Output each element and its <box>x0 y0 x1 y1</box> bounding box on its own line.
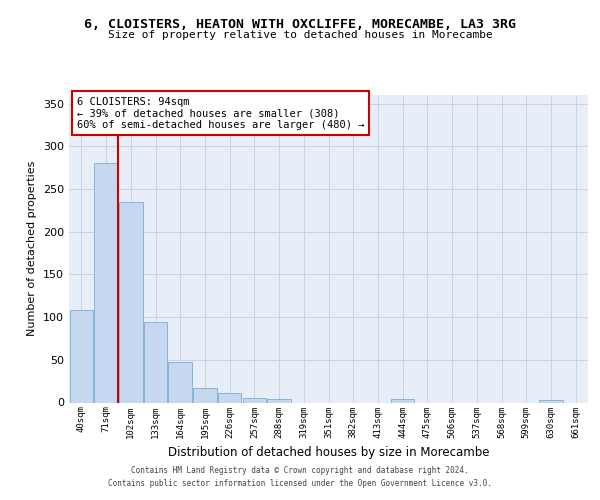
Text: Contains HM Land Registry data © Crown copyright and database right 2024.
Contai: Contains HM Land Registry data © Crown c… <box>108 466 492 487</box>
Bar <box>539 400 563 402</box>
Bar <box>391 399 415 402</box>
Bar <box>218 393 241 402</box>
Bar <box>119 202 143 402</box>
Bar <box>94 164 118 402</box>
Text: Size of property relative to detached houses in Morecambe: Size of property relative to detached ho… <box>107 30 493 40</box>
Y-axis label: Number of detached properties: Number of detached properties <box>28 161 37 336</box>
Bar <box>193 388 217 402</box>
Text: 6 CLOISTERS: 94sqm
← 39% of detached houses are smaller (308)
60% of semi-detach: 6 CLOISTERS: 94sqm ← 39% of detached hou… <box>77 96 364 130</box>
Bar <box>144 322 167 402</box>
Bar <box>70 310 93 402</box>
Text: 6, CLOISTERS, HEATON WITH OXCLIFFE, MORECAMBE, LA3 3RG: 6, CLOISTERS, HEATON WITH OXCLIFFE, MORE… <box>84 18 516 30</box>
X-axis label: Distribution of detached houses by size in Morecambe: Distribution of detached houses by size … <box>168 446 489 459</box>
Bar <box>268 399 291 402</box>
Bar <box>169 362 192 403</box>
Bar <box>242 398 266 402</box>
